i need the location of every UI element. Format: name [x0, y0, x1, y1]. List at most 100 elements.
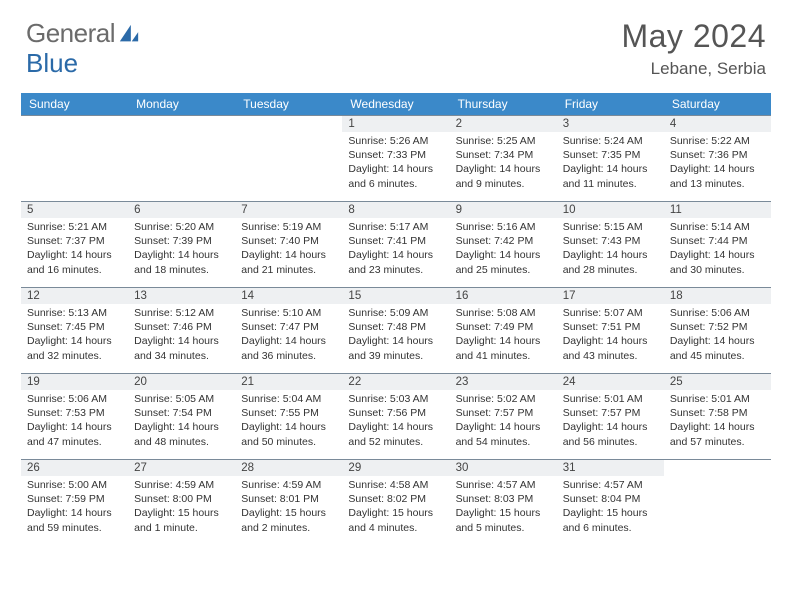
day-number: 2 — [450, 115, 557, 132]
detail-line: Daylight: 14 hours — [563, 334, 658, 348]
month-title: May 2024 — [621, 18, 766, 55]
day-number: 25 — [664, 373, 771, 390]
detail-line: Sunrise: 5:21 AM — [27, 220, 122, 234]
detail-line: Daylight: 14 hours — [134, 248, 229, 262]
day-number: 19 — [21, 373, 128, 390]
detail-line: and 11 minutes. — [563, 177, 658, 191]
day-number: 8 — [342, 201, 449, 218]
detail-line: Sunrise: 5:17 AM — [348, 220, 443, 234]
detail-line: Sunset: 8:04 PM — [563, 492, 658, 506]
calendar-cell: 29Sunrise: 4:58 AMSunset: 8:02 PMDayligh… — [342, 459, 449, 545]
calendar-cell: 19Sunrise: 5:06 AMSunset: 7:53 PMDayligh… — [21, 373, 128, 459]
day-details: Sunrise: 5:20 AMSunset: 7:39 PMDaylight:… — [128, 218, 235, 281]
detail-line: Daylight: 15 hours — [241, 506, 336, 520]
empty-day-bar — [21, 115, 128, 133]
day-number: 24 — [557, 373, 664, 390]
day-number: 16 — [450, 287, 557, 304]
detail-line: Daylight: 14 hours — [456, 334, 551, 348]
detail-line: Daylight: 14 hours — [27, 248, 122, 262]
location: Lebane, Serbia — [621, 59, 766, 79]
detail-line: Sunrise: 5:08 AM — [456, 306, 551, 320]
calendar-cell: 27Sunrise: 4:59 AMSunset: 8:00 PMDayligh… — [128, 459, 235, 545]
detail-line: Sunrise: 5:13 AM — [27, 306, 122, 320]
detail-line: Sunset: 7:58 PM — [670, 406, 765, 420]
detail-line: Sunrise: 5:00 AM — [27, 478, 122, 492]
calendar-cell: 24Sunrise: 5:01 AMSunset: 7:57 PMDayligh… — [557, 373, 664, 459]
detail-line: Sunset: 7:57 PM — [456, 406, 551, 420]
day-details: Sunrise: 4:59 AMSunset: 8:00 PMDaylight:… — [128, 476, 235, 539]
calendar-cell: 23Sunrise: 5:02 AMSunset: 7:57 PMDayligh… — [450, 373, 557, 459]
day-details: Sunrise: 5:01 AMSunset: 7:57 PMDaylight:… — [557, 390, 664, 453]
calendar-cell: 3Sunrise: 5:24 AMSunset: 7:35 PMDaylight… — [557, 115, 664, 201]
detail-line: Daylight: 14 hours — [348, 248, 443, 262]
logo-sail-icon — [118, 23, 140, 45]
day-details: Sunrise: 5:08 AMSunset: 7:49 PMDaylight:… — [450, 304, 557, 367]
day-details: Sunrise: 5:19 AMSunset: 7:40 PMDaylight:… — [235, 218, 342, 281]
detail-line: Daylight: 14 hours — [348, 420, 443, 434]
detail-line: Sunset: 8:02 PM — [348, 492, 443, 506]
detail-line: and 18 minutes. — [134, 263, 229, 277]
calendar-cell: 16Sunrise: 5:08 AMSunset: 7:49 PMDayligh… — [450, 287, 557, 373]
detail-line: Sunrise: 4:58 AM — [348, 478, 443, 492]
day-details: Sunrise: 5:15 AMSunset: 7:43 PMDaylight:… — [557, 218, 664, 281]
detail-line: Sunrise: 5:14 AM — [670, 220, 765, 234]
detail-line: Sunset: 7:52 PM — [670, 320, 765, 334]
header: General May 2024 Lebane, Serbia — [0, 0, 792, 85]
day-number: 1 — [342, 115, 449, 132]
day-number: 13 — [128, 287, 235, 304]
detail-line: Daylight: 14 hours — [241, 248, 336, 262]
calendar-cell: 20Sunrise: 5:05 AMSunset: 7:54 PMDayligh… — [128, 373, 235, 459]
dow-header: Sunday — [21, 93, 128, 115]
detail-line: Sunset: 7:36 PM — [670, 148, 765, 162]
day-details: Sunrise: 5:01 AMSunset: 7:58 PMDaylight:… — [664, 390, 771, 453]
detail-line: Sunrise: 4:57 AM — [563, 478, 658, 492]
day-number: 22 — [342, 373, 449, 390]
calendar-cell: 8 Sunrise: 5:17 AMSunset: 7:41 PMDaylight… — [342, 201, 449, 287]
calendar-cell: 11Sunrise: 5:14 AMSunset: 7:44 PMDayligh… — [664, 201, 771, 287]
detail-line: Sunrise: 5:06 AM — [27, 392, 122, 406]
calendar-row: 5Sunrise: 5:21 AMSunset: 7:37 PMDaylight… — [21, 201, 771, 287]
detail-line: Sunset: 7:47 PM — [241, 320, 336, 334]
dow-header: Saturday — [664, 93, 771, 115]
day-details: Sunrise: 5:16 AMSunset: 7:42 PMDaylight:… — [450, 218, 557, 281]
detail-line: Daylight: 14 hours — [563, 248, 658, 262]
calendar-cell: 14Sunrise: 5:10 AMSunset: 7:47 PMDayligh… — [235, 287, 342, 373]
detail-line: Daylight: 15 hours — [563, 506, 658, 520]
day-number: 3 — [557, 115, 664, 132]
empty-day-bar — [235, 115, 342, 133]
detail-line: Sunrise: 5:10 AM — [241, 306, 336, 320]
day-details: Sunrise: 5:26 AMSunset: 7:33 PMDaylight:… — [342, 132, 449, 195]
calendar-cell — [235, 115, 342, 201]
empty-day-bar — [664, 459, 771, 477]
detail-line: and 39 minutes. — [348, 349, 443, 363]
day-number: 5 — [21, 201, 128, 218]
detail-line: Sunset: 8:03 PM — [456, 492, 551, 506]
day-number: 4 — [664, 115, 771, 132]
detail-line: Sunrise: 5:15 AM — [563, 220, 658, 234]
day-number: 20 — [128, 373, 235, 390]
dow-header: Tuesday — [235, 93, 342, 115]
detail-line: and 21 minutes. — [241, 263, 336, 277]
day-number: 10 — [557, 201, 664, 218]
day-details: Sunrise: 5:03 AMSunset: 7:56 PMDaylight:… — [342, 390, 449, 453]
detail-line: and 5 minutes. — [456, 521, 551, 535]
day-details: Sunrise: 5:13 AMSunset: 7:45 PMDaylight:… — [21, 304, 128, 367]
calendar-cell: 6Sunrise: 5:20 AMSunset: 7:39 PMDaylight… — [128, 201, 235, 287]
calendar-cell: 7Sunrise: 5:19 AMSunset: 7:40 PMDaylight… — [235, 201, 342, 287]
detail-line: Daylight: 14 hours — [456, 162, 551, 176]
detail-line: Daylight: 14 hours — [670, 248, 765, 262]
day-number: 17 — [557, 287, 664, 304]
day-number: 18 — [664, 287, 771, 304]
calendar-cell — [21, 115, 128, 201]
detail-line: Sunrise: 5:09 AM — [348, 306, 443, 320]
calendar-row: 19Sunrise: 5:06 AMSunset: 7:53 PMDayligh… — [21, 373, 771, 459]
detail-line: Sunset: 7:49 PM — [456, 320, 551, 334]
calendar-cell: 4Sunrise: 5:22 AMSunset: 7:36 PMDaylight… — [664, 115, 771, 201]
detail-line: Sunrise: 4:59 AM — [241, 478, 336, 492]
day-number: 30 — [450, 459, 557, 476]
logo-text-1: General — [26, 18, 115, 49]
detail-line: Sunset: 7:48 PM — [348, 320, 443, 334]
detail-line: Sunset: 7:41 PM — [348, 234, 443, 248]
detail-line: Sunrise: 5:07 AM — [563, 306, 658, 320]
detail-line: Daylight: 14 hours — [27, 506, 122, 520]
